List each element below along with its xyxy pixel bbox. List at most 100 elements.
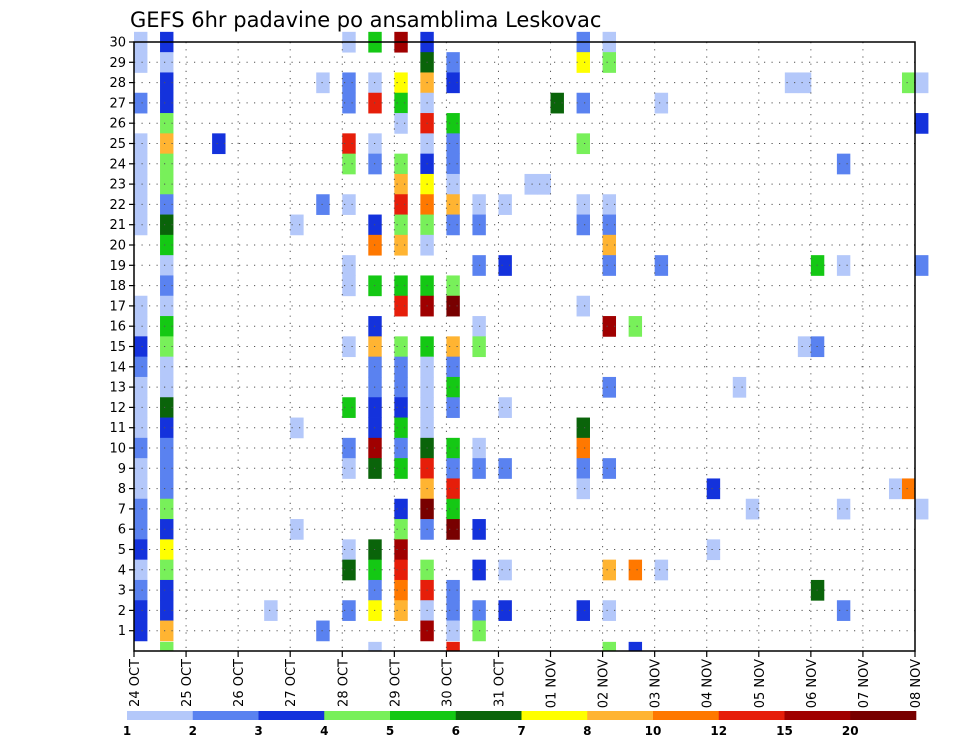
legend-label: 20	[842, 724, 859, 738]
heatmap-cell	[160, 133, 174, 155]
heatmap-cell	[446, 214, 460, 236]
heatmap-cell	[446, 458, 460, 479]
x-tick-label: 02 NOV	[597, 659, 612, 708]
y-tick-label: 22	[109, 198, 126, 213]
legend-label: 10	[645, 724, 662, 738]
heatmap-cell	[576, 295, 590, 317]
x-tick-label: 05 NOV	[753, 659, 768, 708]
heatmap-cell	[342, 153, 356, 175]
heatmap-cell	[160, 417, 174, 439]
heatmap-cell	[394, 214, 408, 236]
heatmap-cell	[160, 52, 174, 73]
heatmap-cell	[394, 519, 408, 540]
legend-label: 5	[386, 724, 394, 738]
heatmap-cell	[394, 458, 408, 479]
heatmap-cell	[537, 173, 551, 195]
heatmap-cell	[290, 214, 304, 236]
heatmap-cell	[342, 539, 356, 561]
heatmap-cell	[212, 133, 226, 155]
heatmap-cell	[784, 72, 799, 94]
heatmap-cell	[160, 478, 174, 500]
heatmap-cell	[602, 641, 617, 652]
heatmap-cell	[160, 620, 174, 642]
heatmap-cell	[836, 498, 851, 520]
heatmap-cell	[394, 234, 408, 256]
heatmap-cell	[342, 275, 356, 297]
x-tick-label: 06 NOV	[805, 659, 820, 708]
heatmap-cell	[290, 417, 304, 439]
heatmap-cell	[342, 559, 356, 581]
y-tick-label: 28	[109, 76, 126, 91]
heatmap-cell	[134, 153, 148, 175]
x-tick-label: 04 NOV	[701, 659, 716, 708]
heatmap-cell	[160, 173, 174, 195]
heatmap-cell	[446, 397, 460, 418]
legend-swatch	[324, 711, 391, 720]
heatmap-cell	[836, 255, 851, 276]
heatmap-cell	[628, 316, 643, 337]
heatmap-cell	[394, 113, 408, 134]
heatmap-cell	[160, 255, 174, 276]
heatmap-cell	[342, 600, 356, 621]
heatmap-cell	[134, 519, 148, 540]
heatmap-cell	[394, 559, 408, 581]
legend-label: 3	[254, 724, 262, 738]
heatmap-cell	[446, 113, 460, 134]
heatmap-cell	[394, 498, 408, 520]
heatmap-cell	[160, 458, 174, 479]
heatmap-cell	[446, 519, 460, 540]
heatmap-cell	[446, 498, 460, 520]
heatmap-cell	[160, 498, 174, 520]
heatmap-cell	[160, 437, 174, 459]
heatmap-cell	[446, 336, 460, 358]
heatmap-cell	[446, 376, 460, 398]
y-tick-label: 12	[109, 401, 126, 416]
y-tick-label: 9	[118, 462, 126, 477]
heatmap-cell	[342, 194, 356, 215]
heatmap-cell	[576, 214, 590, 236]
y-tick-label: 29	[109, 56, 126, 71]
heatmap-cell	[134, 579, 148, 601]
y-tick-label: 11	[109, 421, 126, 436]
heatmap-cell	[602, 234, 617, 256]
heatmap-cell	[498, 255, 512, 276]
heatmap-cell	[576, 92, 590, 114]
heatmap-cell	[602, 376, 617, 398]
legend-swatch	[192, 711, 259, 720]
heatmap-cell	[394, 397, 408, 418]
legend-label: 6	[452, 724, 460, 738]
heatmap-cell	[160, 316, 174, 337]
heatmap-cell	[446, 478, 460, 500]
heatmap-cell	[394, 92, 408, 114]
y-tick-label: 3	[118, 584, 126, 599]
heatmap-cell	[446, 72, 460, 94]
heatmap-cell	[134, 295, 148, 317]
heatmap-cell	[524, 173, 538, 195]
heatmap-cell	[342, 255, 356, 276]
heatmap-cell	[160, 113, 174, 134]
heatmap-cell	[134, 437, 148, 459]
y-tick-label: 7	[118, 502, 126, 517]
heatmap-cell	[134, 478, 148, 500]
heatmap-cell	[394, 539, 408, 561]
x-tick-label: 25 OCT	[180, 659, 195, 707]
heatmap-cell	[602, 316, 617, 337]
heatmap-cell	[160, 559, 174, 581]
heatmap-cell	[160, 539, 174, 561]
heatmap-cell	[134, 539, 148, 561]
heatmap-cell	[342, 437, 356, 459]
legend-swatch	[784, 711, 851, 720]
heatmap-cell	[160, 336, 174, 358]
heatmap-cell	[394, 275, 408, 297]
x-tick-label: 29 OCT	[388, 659, 403, 707]
heatmap-cell	[654, 255, 669, 276]
heatmap-cell	[576, 458, 590, 479]
heatmap-cell	[836, 600, 851, 621]
heatmap-cell	[602, 255, 617, 276]
heatmap-cell	[394, 417, 408, 439]
heatmap-cell	[316, 72, 330, 94]
legend-swatch	[653, 711, 720, 720]
y-axis-ticks: 1234567891011121314151617181920212223242…	[109, 36, 134, 639]
heatmap-cell	[576, 417, 590, 439]
heatmap-cell	[888, 478, 903, 500]
